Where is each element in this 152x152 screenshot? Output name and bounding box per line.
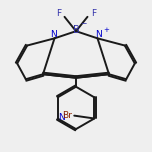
Text: F: F [91,9,96,18]
Text: N: N [50,29,56,39]
Text: −: − [80,19,86,29]
Text: +: + [103,27,109,33]
Text: N: N [59,113,65,122]
Text: B: B [73,25,80,35]
Text: N: N [96,29,102,39]
Text: Br: Br [62,111,72,120]
Text: F: F [56,9,61,18]
